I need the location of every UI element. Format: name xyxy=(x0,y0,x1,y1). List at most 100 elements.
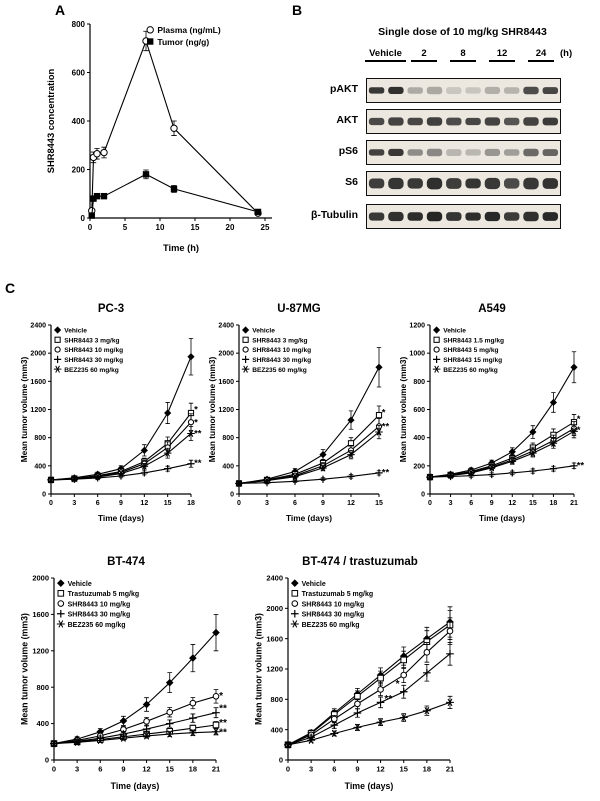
svg-text:400: 400 xyxy=(34,463,46,470)
svg-text:**: ** xyxy=(219,727,227,738)
svg-text:SHR8443 30 mg/kg: SHR8443 30 mg/kg xyxy=(252,357,311,364)
svg-text:SHR8443 10 mg/kg: SHR8443 10 mg/kg xyxy=(64,347,123,354)
svg-text:1200: 1200 xyxy=(266,665,283,674)
svg-text:0: 0 xyxy=(88,223,93,232)
svg-text:SHR8443 3 mg/kg: SHR8443 3 mg/kg xyxy=(252,337,307,344)
svg-text:Time (days): Time (days) xyxy=(98,513,144,523)
svg-text:Mean tumor volume (mm3): Mean tumor volume (mm3) xyxy=(207,356,217,462)
btubulin-bands xyxy=(368,211,558,222)
svg-text:3: 3 xyxy=(75,765,79,774)
svg-text:Mean tumor volume (mm3): Mean tumor volume (mm3) xyxy=(398,356,408,462)
svg-text:2000: 2000 xyxy=(218,351,234,358)
svg-text:0: 0 xyxy=(52,765,56,774)
panel-a-label: A xyxy=(55,2,66,18)
svg-text:*: * xyxy=(577,425,581,436)
svg-text:Tumor (ng/g): Tumor (ng/g) xyxy=(157,37,209,47)
svg-text:400: 400 xyxy=(72,117,86,126)
svg-text:21: 21 xyxy=(212,765,220,774)
svg-text:SHR8443 10 mg/kg: SHR8443 10 mg/kg xyxy=(252,347,311,354)
lane-label-2h: 2 xyxy=(411,48,437,62)
svg-text:0: 0 xyxy=(421,491,425,498)
chart-title-bt474: BT-474 xyxy=(107,556,145,568)
svg-text:6: 6 xyxy=(98,765,102,774)
svg-text:15: 15 xyxy=(400,765,408,774)
svg-text:**: ** xyxy=(382,467,390,478)
chart-title-u87mg: U-87MG xyxy=(277,303,321,315)
svg-text:10: 10 xyxy=(156,223,165,232)
svg-text:9: 9 xyxy=(490,500,494,507)
svg-text:1000: 1000 xyxy=(409,351,425,358)
svg-text:Vehicle: Vehicle xyxy=(443,328,466,335)
blot-image-pakt xyxy=(366,78,561,103)
pk-concentration-chart: 0 5 10 15 20 25 0 200 400 600 800 Time (h) SHR8443 c… xyxy=(46,20,272,253)
svg-text:Vehicle: Vehicle xyxy=(302,581,326,588)
akt-bands xyxy=(368,117,558,126)
svg-text:Time (days): Time (days) xyxy=(111,781,160,791)
svg-text:BEZ235 60 mg/kg: BEZ235 60 mg/kg xyxy=(252,367,307,374)
svg-text:*: * xyxy=(382,407,386,418)
svg-text:12: 12 xyxy=(142,765,150,774)
svg-text:Trastuzumab 5 mg/kg: Trastuzumab 5 mg/kg xyxy=(68,591,140,598)
svg-text:0: 0 xyxy=(81,214,86,223)
bt474-chart: 0 3 6 9 12 15 18 21 0 400 800 1200 1600 2000 Time (day… xyxy=(20,574,227,791)
svg-text:6: 6 xyxy=(332,765,336,774)
lane-label-8h: 8 xyxy=(450,48,476,62)
svg-text:Plasma (ng/mL): Plasma (ng/mL) xyxy=(157,25,220,35)
svg-text:20: 20 xyxy=(226,223,235,232)
svg-text:SHR8443 3 mg/kg: SHR8443 3 mg/kg xyxy=(64,337,119,344)
panel-b-label: B xyxy=(292,2,303,18)
svg-text:BEZ235 60 mg/kg: BEZ235 60 mg/kg xyxy=(68,622,126,629)
svg-text:SHR8443 5 mg/kg: SHR8443 5 mg/kg xyxy=(443,347,498,354)
svg-text:18: 18 xyxy=(187,500,195,507)
svg-text:9: 9 xyxy=(119,500,123,507)
svg-text:*: * xyxy=(577,414,581,425)
protein-label-pakt: pAKT xyxy=(330,83,358,95)
chart-title-a549: A549 xyxy=(478,303,506,315)
svg-text:2400: 2400 xyxy=(30,322,46,329)
svg-text:BEZ235 60 mg/kg: BEZ235 60 mg/kg xyxy=(64,367,119,374)
protein-label-s6: S6 xyxy=(345,176,358,188)
svg-text:1200: 1200 xyxy=(218,407,234,414)
blot-image-ps6 xyxy=(366,140,561,165)
svg-text:9: 9 xyxy=(321,500,325,507)
svg-text:21: 21 xyxy=(570,500,578,507)
lane-label-24h: 24 xyxy=(528,48,554,62)
s6-bands xyxy=(368,177,558,190)
chart-title-pc3: PC-3 xyxy=(97,303,125,315)
svg-text:12: 12 xyxy=(140,500,148,507)
lane-unit-label: (h) xyxy=(560,48,573,59)
svg-text:9: 9 xyxy=(355,765,359,774)
svg-text:25: 25 xyxy=(261,223,270,232)
svg-text:**: ** xyxy=(577,460,585,471)
svg-text:800: 800 xyxy=(413,379,425,386)
svg-text:3: 3 xyxy=(449,500,453,507)
svg-text:6: 6 xyxy=(293,500,297,507)
svg-text:3: 3 xyxy=(265,500,269,507)
svg-text:400: 400 xyxy=(36,719,49,728)
svg-text:800: 800 xyxy=(222,435,234,442)
svg-text:0: 0 xyxy=(230,491,234,498)
svg-text:2400: 2400 xyxy=(218,322,234,329)
svg-text:1200: 1200 xyxy=(409,322,425,329)
svg-text:1600: 1600 xyxy=(30,379,46,386)
ps6-bands xyxy=(368,148,558,157)
bt474-trastuzumab-chart: 0 3 6 9 12 15 18 21 0 400 800 1200 1600 2000 2400 Time … xyxy=(254,574,455,791)
svg-text:1200: 1200 xyxy=(32,646,49,655)
svg-text:12: 12 xyxy=(376,765,384,774)
svg-text:BEZ235 60 mg/kg: BEZ235 60 mg/kg xyxy=(302,622,360,629)
svg-text:**: ** xyxy=(382,422,390,433)
svg-text:2000: 2000 xyxy=(30,351,46,358)
svg-text:**: ** xyxy=(384,694,392,705)
svg-text:Vehicle: Vehicle xyxy=(68,581,92,588)
svg-text:400: 400 xyxy=(270,725,283,734)
svg-text:600: 600 xyxy=(413,407,425,414)
svg-text:12: 12 xyxy=(508,500,516,507)
svg-text:**: ** xyxy=(219,704,227,715)
svg-text:5: 5 xyxy=(123,223,128,232)
svg-text:0: 0 xyxy=(286,765,290,774)
svg-text:15: 15 xyxy=(375,500,383,507)
svg-text:400: 400 xyxy=(222,463,234,470)
svg-text:800: 800 xyxy=(36,683,49,692)
svg-text:SHR8443 1.5 mg/kg: SHR8443 1.5 mg/kg xyxy=(443,337,504,344)
